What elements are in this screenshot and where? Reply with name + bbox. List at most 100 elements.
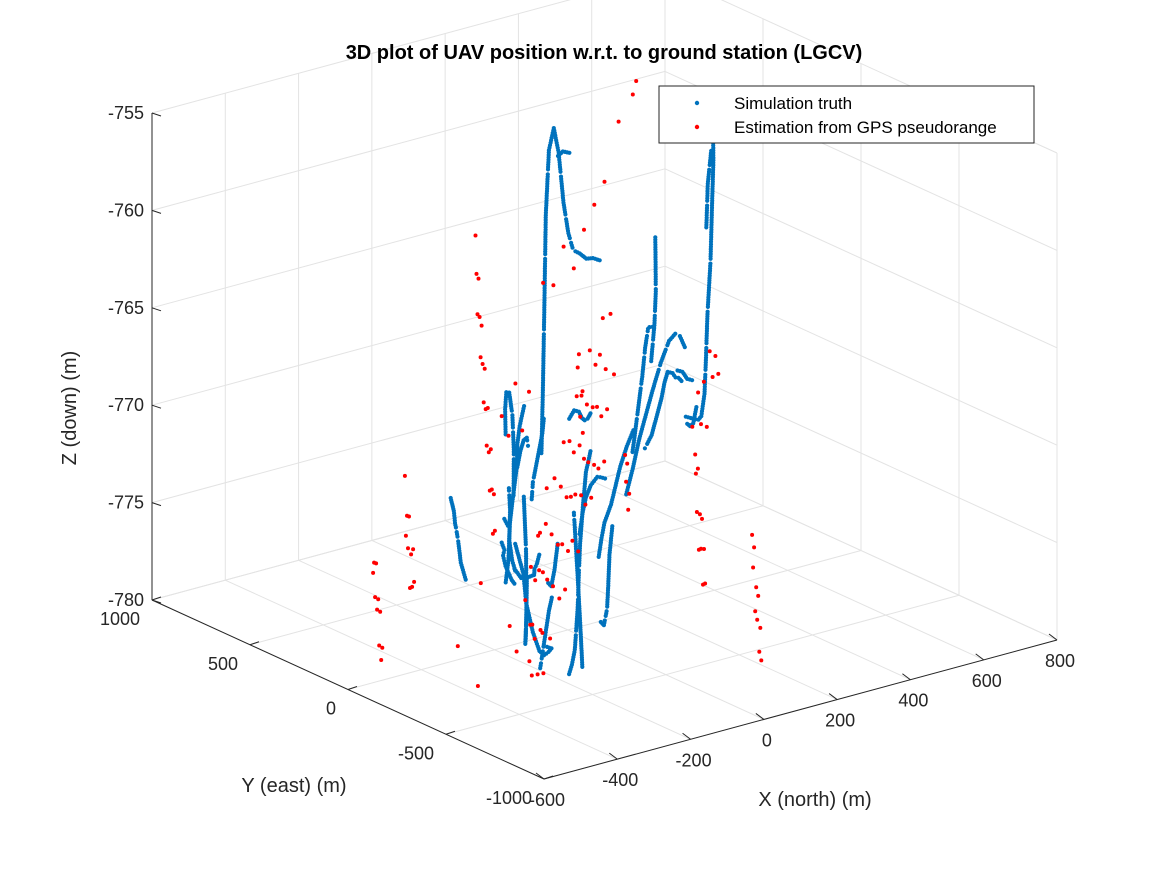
truth-point xyxy=(567,236,572,241)
estimate-point xyxy=(474,271,479,276)
z-tick-mark xyxy=(151,502,162,507)
truth-point xyxy=(653,235,658,240)
estimate-point xyxy=(479,323,484,328)
truth-point xyxy=(521,494,526,499)
grid-line-wall-y-horizontal xyxy=(151,265,666,406)
estimate-point xyxy=(625,461,630,466)
truth-point xyxy=(705,203,710,208)
truth-point xyxy=(682,345,687,350)
estimate-point xyxy=(700,516,704,521)
truth-point xyxy=(644,333,650,339)
truth-point xyxy=(509,408,514,413)
estimate-point xyxy=(756,593,761,598)
estimate-point xyxy=(476,276,481,281)
z-tick-mark xyxy=(151,112,162,117)
truth-point xyxy=(603,476,608,481)
truth-point xyxy=(663,347,668,352)
legend-marker-simulation-truth xyxy=(694,100,700,106)
estimate-point xyxy=(372,560,377,565)
truth-point xyxy=(602,618,607,623)
estimate-point xyxy=(574,394,579,399)
truth-point xyxy=(543,256,548,261)
estimate-point xyxy=(487,488,492,493)
x-tick-label: 600 xyxy=(972,671,1002,691)
estimate-point xyxy=(602,459,607,464)
truth-point xyxy=(708,261,713,266)
z-tick-mark xyxy=(151,599,162,604)
x-tick-label: 800 xyxy=(1045,651,1075,671)
estimate-point xyxy=(697,512,702,517)
y-tick-label: 1000 xyxy=(100,609,140,629)
truth-point xyxy=(511,452,516,457)
truth-point xyxy=(575,597,581,602)
estimate-point xyxy=(529,673,534,678)
y-tick-mark xyxy=(543,775,554,780)
truth-point xyxy=(523,627,529,632)
estimate-point xyxy=(537,568,542,573)
z-tick-label: -775 xyxy=(108,493,144,513)
y-tick-label: -1000 xyxy=(486,788,532,808)
estimate-point xyxy=(571,450,576,455)
estimate-point xyxy=(403,533,408,538)
x-tick-mark xyxy=(682,732,691,740)
estimate-point xyxy=(578,414,583,419)
truth-point xyxy=(573,633,578,638)
estimate-point xyxy=(758,625,763,630)
estimate-point xyxy=(484,443,489,448)
estimate-point xyxy=(499,414,504,419)
estimate-point xyxy=(560,542,565,547)
estimate-point xyxy=(561,440,566,445)
estimate-point xyxy=(634,79,639,83)
chart-title: 3D plot of UAV position w.r.t. to ground… xyxy=(346,42,863,64)
estimate-point xyxy=(752,545,757,550)
x-tick-mark xyxy=(535,772,545,780)
estimate-point xyxy=(409,552,414,557)
estimate-point xyxy=(540,630,545,635)
estimate-point xyxy=(373,595,378,600)
y-axis-label: Y (east) (m) xyxy=(241,775,346,797)
truth-point xyxy=(524,603,529,609)
truth-point xyxy=(709,148,714,153)
x-axis-line xyxy=(543,639,1058,780)
truth-point xyxy=(558,169,563,174)
truth-point xyxy=(642,355,647,360)
estimate-point xyxy=(555,542,560,547)
truth-point xyxy=(511,493,516,498)
estimate-point xyxy=(375,607,380,612)
estimate-point xyxy=(541,671,546,676)
x-tick-label: 400 xyxy=(898,691,928,711)
truth-point xyxy=(463,577,468,582)
truth-point xyxy=(455,534,460,539)
estimate-point xyxy=(491,492,496,497)
truth-point xyxy=(453,525,458,530)
estimate-point xyxy=(630,92,635,97)
estimate-point xyxy=(612,372,616,377)
estimate-point xyxy=(488,447,493,452)
truth-point xyxy=(510,425,515,430)
truth-point xyxy=(506,488,512,493)
legend-marker-gps-estimation xyxy=(694,124,700,130)
estimate-point xyxy=(538,628,543,632)
estimate-point xyxy=(605,407,610,412)
truth-point xyxy=(673,331,678,336)
estimate-point xyxy=(475,312,480,317)
estimate-point xyxy=(757,649,762,654)
truth-point xyxy=(588,449,593,454)
estimate-point xyxy=(566,549,570,553)
grid-line-wall-x-horizontal xyxy=(664,168,1058,349)
estimate-point xyxy=(406,546,410,551)
estimate-point xyxy=(514,649,519,654)
z-tick-mark xyxy=(151,307,162,312)
estimate-point xyxy=(506,433,511,438)
truth-point xyxy=(572,517,577,523)
estimate-point xyxy=(492,528,497,533)
x-tick-label: -400 xyxy=(602,770,638,790)
truth-point xyxy=(537,552,542,557)
estimate-point xyxy=(704,424,709,429)
estimate-point xyxy=(759,658,764,663)
estimate-point xyxy=(536,533,541,538)
estimate-point xyxy=(408,586,412,590)
legend-label-simulation-truth: Simulation truth xyxy=(734,94,852,113)
